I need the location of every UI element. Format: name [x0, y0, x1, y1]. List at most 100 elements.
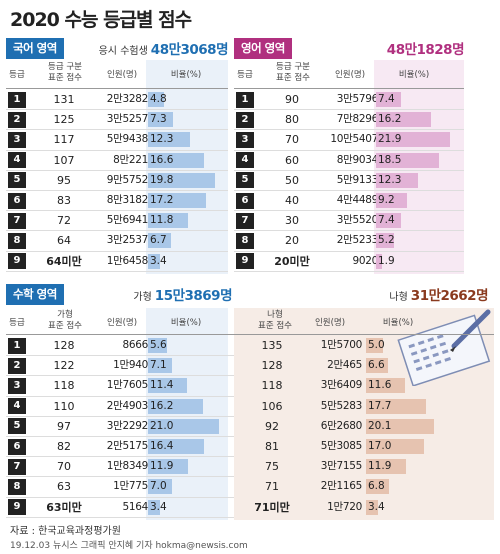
english-panel: 영어 영역 48만1828명 등급 등급 구분 표준 점수 인원(명) 비율(%…	[234, 38, 465, 274]
math-ga-total: 가형 15만3869명	[102, 284, 232, 305]
math-ga-row-people: 5164	[122, 500, 148, 513]
english-row-row-divider	[234, 270, 464, 272]
math-ga-row-row-divider	[6, 355, 234, 357]
english-row-grade-badge: 7	[236, 212, 254, 229]
math-ga-row-grade-badge: 5	[8, 418, 26, 435]
answer-sheet-illustration	[397, 309, 491, 386]
math-na-row-score: 75	[265, 460, 279, 474]
math-na-row-ratio-label: 6.6	[368, 359, 385, 372]
korean-row-score: 107	[53, 153, 75, 167]
english-total-value: 48만1828명	[386, 42, 465, 58]
english-row-score: 20미만	[274, 254, 310, 268]
english-col-people: 인원(명)	[334, 70, 366, 80]
english-row-score: 50	[285, 173, 299, 187]
korean-row-grade-badge: 7	[8, 212, 26, 229]
korean-row-grade-badge: 5	[8, 172, 26, 189]
math-na-row-people: 6만2680	[320, 419, 363, 432]
korean-row-row-divider	[6, 230, 228, 232]
korean-row-people: 2만3282	[106, 93, 149, 105]
english-row-row-divider	[234, 230, 464, 232]
korean-row-grade-badge: 2	[8, 111, 26, 128]
korean-row-row-divider	[6, 129, 228, 131]
math-ga-row-score: 63미만	[46, 500, 82, 514]
english-row-ratio-bar	[376, 112, 432, 128]
korean-row-people: 9만5752	[106, 173, 149, 186]
korean-row-people: 8만221	[113, 153, 148, 166]
math-ga-row-row-divider	[6, 375, 234, 377]
korean-col-score: 등급 구분 표준 점수	[48, 62, 82, 83]
korean-row-ratio-label: 4.8	[150, 93, 167, 105]
korean-row-people: 8만3182	[106, 194, 149, 206]
math-ga-row-grade-badge: 3	[8, 377, 26, 394]
korean-row-ratio-label: 17.2	[150, 194, 174, 206]
english-row-row-divider	[234, 250, 464, 252]
korean-row-ratio-bar	[148, 253, 160, 269]
math-ga-row-ratio-label: 11.4	[150, 379, 174, 392]
math-ga-row-ratio-label: 3.4	[150, 500, 167, 513]
math-panel: 수학 영역 가형 15만3869명 나형 31만2662명 등급 가형 표준 점수 …	[6, 284, 494, 520]
math-ga-row-people: 1만775	[113, 480, 148, 493]
english-row-ratio-label: 12.3	[378, 173, 402, 186]
korean-total-value: 48만3068명	[150, 42, 229, 58]
credit-line: 19.12.03 뉴시스 그래픽 안지혜 기자 hokma@newsis.com	[10, 541, 248, 551]
math-ga-row-grade-badge: 6	[8, 438, 26, 455]
korean-row-ratio-label: 7.3	[150, 113, 167, 126]
math-na-row-ratio-bar	[366, 499, 378, 515]
math-badge: 수학 영역	[6, 284, 64, 305]
math-na-row-ratio-bar	[366, 459, 407, 475]
english-row-row-divider	[234, 109, 464, 111]
english-row-grade-badge: 4	[236, 152, 254, 169]
math-ga-row-ratio-label: 16.4	[150, 440, 174, 452]
korean-row-grade-badge: 9	[8, 253, 26, 270]
english-row-grade-badge: 2	[236, 111, 254, 128]
english-row-people: 9020	[352, 254, 378, 267]
math-ga-row-ratio-bar	[148, 398, 204, 414]
english-header-line	[234, 88, 464, 89]
math-ga-row-score: 110	[53, 399, 75, 413]
english-row-ratio-label: 1.9	[378, 254, 395, 267]
math-ga-row-ratio-bar	[148, 479, 172, 495]
math-ga-row-row-divider	[6, 516, 234, 518]
korean-row-ratio-bar	[148, 233, 171, 249]
english-col-score: 등급 구분 표준 점수	[276, 62, 310, 83]
english-row-ratio-bar	[376, 172, 418, 188]
math-ga-row-people: 1만7605	[106, 379, 149, 392]
korean-badge: 국어 영역	[6, 38, 64, 59]
math-ga-row-row-divider	[6, 476, 234, 478]
math-na-row-score: 81	[265, 440, 279, 453]
english-row-people: 2만5233	[336, 234, 379, 247]
korean-total-label: 응시 수험생	[98, 46, 148, 57]
math-na-row-ratio-bar	[366, 418, 435, 434]
korean-row-grade-badge: 6	[8, 192, 26, 209]
english-row-grade-badge: 8	[236, 232, 254, 249]
korean-row-row-divider	[6, 169, 228, 171]
math-ga-row-ratio-bar	[148, 439, 204, 454]
math-na-label: 나형	[389, 292, 408, 303]
math-na-row-people: 3만6409	[320, 379, 363, 392]
korean-row-score: 95	[57, 173, 71, 187]
math-ga-row-ratio-bar	[148, 378, 187, 394]
math-na-row-ratio-bar	[366, 358, 389, 374]
english-row-ratio-bar	[376, 233, 394, 249]
math-ga-row-people: 1만940	[113, 359, 148, 372]
korean-row-people: 5만9438	[106, 133, 149, 146]
math-ga-row-row-divider	[6, 496, 234, 498]
math-col-na-ratio: 비율(%)	[382, 318, 414, 328]
korean-row-ratio-label: 11.8	[150, 214, 174, 227]
math-col-ga-ratio: 비율(%)	[170, 318, 202, 328]
korean-row-row-divider	[6, 270, 228, 272]
korean-row-row-divider	[6, 109, 228, 111]
korean-row-grade-badge: 8	[8, 232, 26, 249]
korean-row-grade-badge: 1	[8, 91, 26, 108]
math-ga-row-people: 1만8349	[106, 460, 149, 473]
english-row-ratio-bar	[376, 253, 383, 269]
math-ga-row-score: 70	[57, 460, 71, 474]
english-row-score: 20	[285, 234, 299, 248]
english-row-score: 40	[285, 194, 299, 207]
english-row-grade-badge: 6	[236, 192, 254, 209]
korean-row-people: 3만2537	[106, 234, 149, 247]
korean-row-ratio-bar	[148, 172, 216, 188]
math-na-row-ratio-bar	[366, 378, 406, 394]
korean-row-row-divider	[6, 149, 228, 151]
math-ga-row-score: 82	[57, 440, 71, 453]
